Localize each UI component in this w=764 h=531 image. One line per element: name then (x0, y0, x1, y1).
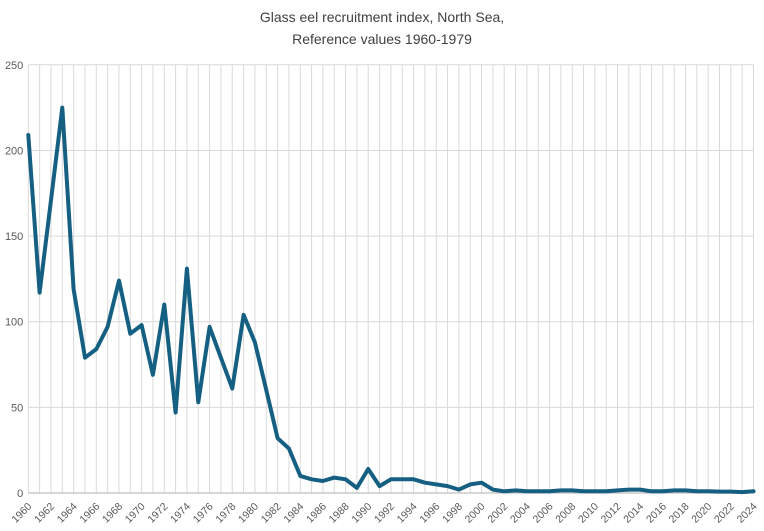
chart-title-line2: Reference values 1960-1979 (292, 31, 472, 47)
x-tick-label: 1996 (417, 501, 442, 526)
x-tick-label: 2018 (667, 501, 692, 526)
x-tick-label: 1976 (191, 501, 216, 526)
x-tick-label: 2004 (508, 501, 533, 526)
y-axis-labels: 0 50 100 150 200 250 (5, 60, 23, 500)
x-tick-label: 2010 (576, 501, 601, 526)
x-tick-label: 1960 (9, 501, 34, 526)
y-tick-label: 100 (5, 317, 23, 329)
x-tick-label: 2000 (463, 501, 488, 526)
x-tick-label: 2002 (485, 501, 510, 526)
x-tick-label: 2024 (735, 501, 760, 526)
x-tick-label: 1966 (77, 501, 102, 526)
y-tick-label: 0 (17, 488, 23, 500)
x-tick-label: 2022 (712, 501, 737, 526)
x-tick-label: 1980 (236, 501, 261, 526)
chart-title: Glass eel recruitment index, North Sea, … (0, 6, 764, 50)
x-tick-label: 1964 (55, 501, 80, 526)
x-tick-label: 1986 (304, 501, 329, 526)
x-tick-label: 1978 (213, 501, 238, 526)
x-tick-label: 2020 (689, 501, 714, 526)
x-tick-label: 1968 (100, 501, 125, 526)
x-tick-label: 1998 (440, 501, 465, 526)
y-tick-label: 50 (11, 402, 23, 414)
x-tick-label: 1970 (123, 501, 148, 526)
y-tick-label: 200 (5, 145, 23, 157)
x-tick-label: 1984 (281, 501, 306, 526)
x-tick-label: 1982 (259, 501, 284, 526)
vertical-gridlines (27, 64, 754, 493)
x-tick-label: 2012 (599, 501, 624, 526)
x-tick-label: 1972 (145, 501, 170, 526)
x-tick-label: 1988 (327, 501, 352, 526)
x-tick-label: 1990 (349, 501, 374, 526)
x-tick-label: 1962 (32, 501, 57, 526)
x-tick-label: 2016 (644, 501, 669, 526)
x-tick-label: 1994 (395, 501, 420, 526)
y-tick-label: 250 (5, 60, 23, 72)
x-tick-label: 2014 (621, 501, 646, 526)
x-tick-label: 2008 (553, 501, 578, 526)
x-axis-labels: 1960196219641966196819701972197419761978… (9, 501, 759, 526)
y-tick-label: 150 (5, 231, 23, 243)
x-tick-label: 2006 (531, 501, 556, 526)
recruitment-series-line (26, 105, 756, 495)
chart-title-line1: Glass eel recruitment index, North Sea, (259, 9, 505, 25)
x-tick-label: 1992 (372, 501, 397, 526)
x-tick-label: 1974 (168, 501, 193, 526)
